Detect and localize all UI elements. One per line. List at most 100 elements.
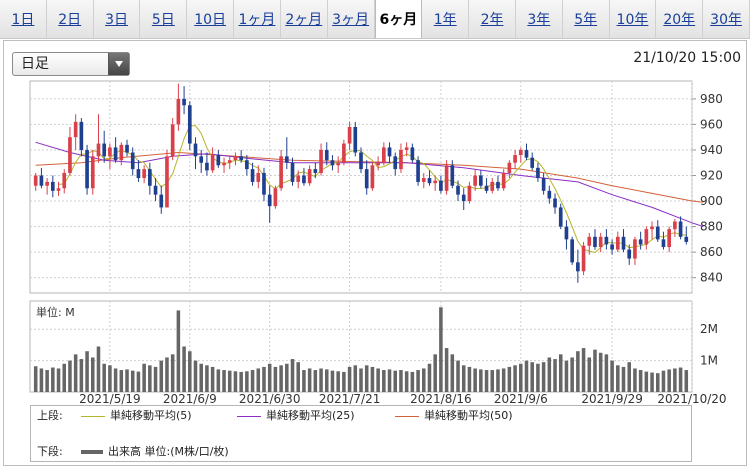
volume-bar [216, 369, 221, 392]
x-tick-label: 2021/6/30 [239, 392, 301, 406]
legend-volume-label: 出来高 単位:(M株/口/枚) [108, 445, 229, 458]
volume-bar [513, 365, 517, 392]
volume-bar [33, 366, 38, 392]
candle-body [165, 156, 169, 208]
tab-12[interactable]: 5年 [563, 0, 610, 38]
volume-bar [188, 351, 192, 392]
volume-bar [142, 363, 146, 392]
candle-body [473, 175, 477, 186]
volume-bar [547, 357, 552, 392]
candle-body [187, 105, 192, 144]
tab-7[interactable]: 3ヶ月 [328, 0, 375, 38]
volume-bar [387, 369, 392, 392]
x-tick-label: 2021/10/20 [657, 392, 726, 406]
tab-8[interactable]: 6ヶ月 [374, 0, 423, 38]
chevron-down-icon [108, 53, 129, 75]
volume-bar [684, 370, 689, 392]
price-tick-label: 880 [700, 220, 723, 234]
candle-body [439, 180, 443, 191]
tab-0[interactable]: 1日 [0, 0, 47, 38]
tab-13[interactable]: 10年 [610, 0, 657, 38]
candle-body [576, 262, 580, 272]
volume-tick-label: 1M [700, 354, 718, 368]
volume-bar [51, 367, 55, 392]
volume-bar [638, 370, 643, 392]
volume-bar [456, 360, 460, 392]
candle-body [210, 155, 215, 171]
candle-body [644, 229, 649, 245]
volume-bar [364, 365, 369, 392]
candle-body [604, 236, 609, 245]
volume-bar [148, 365, 152, 392]
volume-bar [450, 354, 455, 392]
volume-bar [45, 370, 49, 392]
volume-bar [302, 370, 306, 392]
candle-body [33, 175, 38, 186]
tab-14[interactable]: 20年 [656, 0, 704, 38]
volume-bar [382, 370, 386, 392]
candle-body [507, 162, 512, 173]
candle-body [479, 175, 483, 186]
candle-body [324, 149, 329, 161]
candle-body [655, 226, 660, 240]
volume-bar [170, 354, 175, 392]
volume-bar [610, 360, 614, 392]
volume-bar [227, 370, 232, 392]
x-tick-label: 2021/7/21 [319, 392, 381, 406]
volume-bar [661, 370, 666, 392]
legend-ma50: 単純移動平均(50) [395, 408, 513, 424]
tab-4[interactable]: 10日 [187, 0, 235, 38]
candle-body [79, 121, 84, 150]
candle-body [222, 162, 226, 166]
tab-3[interactable]: 5日 [140, 0, 188, 38]
volume-bar [102, 363, 106, 392]
volume-bar [159, 360, 164, 392]
volume-bar [250, 370, 255, 392]
volume-bar [536, 363, 540, 392]
candle-body [290, 162, 295, 182]
volume-bar [353, 365, 358, 392]
volume-bar [655, 373, 660, 392]
volume-bar [136, 371, 141, 392]
tab-2[interactable]: 3日 [94, 0, 141, 38]
candle-body [684, 236, 689, 242]
volume-bar [222, 370, 226, 392]
candle-body [667, 229, 671, 248]
ma5-line [58, 125, 687, 254]
candle-body [427, 178, 432, 184]
candle-body [142, 169, 146, 179]
candle-body [484, 185, 489, 191]
volume-bar [678, 367, 683, 392]
price-tick-label: 940 [700, 143, 723, 157]
tab-1[interactable]: 2日 [47, 0, 94, 38]
tab-6[interactable]: 2ヶ月 [281, 0, 328, 38]
candle-body [245, 160, 249, 170]
volume-bar [262, 366, 266, 392]
candle-body [45, 181, 49, 186]
volume-bar [553, 359, 557, 392]
candle-body [416, 160, 420, 182]
volume-bar [427, 363, 432, 392]
volume-bar [290, 359, 295, 392]
candle-body [347, 126, 352, 144]
tab-5[interactable]: 1ヶ月 [234, 0, 281, 38]
volume-bar [673, 368, 677, 392]
volume-bar [416, 370, 420, 392]
tab-11[interactable]: 3年 [516, 0, 563, 38]
candle-body [216, 155, 221, 166]
candle-body [256, 172, 261, 182]
candle-body [96, 143, 101, 157]
volume-bar [347, 366, 352, 392]
legend-volume: 出来高 単位:(M株/口/枚) [81, 444, 229, 460]
volume-bar [444, 348, 449, 392]
volume-bar [68, 360, 72, 392]
candle-body [587, 236, 592, 246]
tab-9[interactable]: 1年 [422, 0, 470, 38]
ma25-line [35, 141, 704, 228]
volume-bar [113, 368, 118, 392]
interval-select[interactable]: 日足 [12, 52, 130, 76]
tab-10[interactable]: 2年 [469, 0, 516, 38]
volume-bar [330, 370, 335, 392]
candle-body [148, 169, 152, 186]
candle-body [170, 124, 175, 157]
